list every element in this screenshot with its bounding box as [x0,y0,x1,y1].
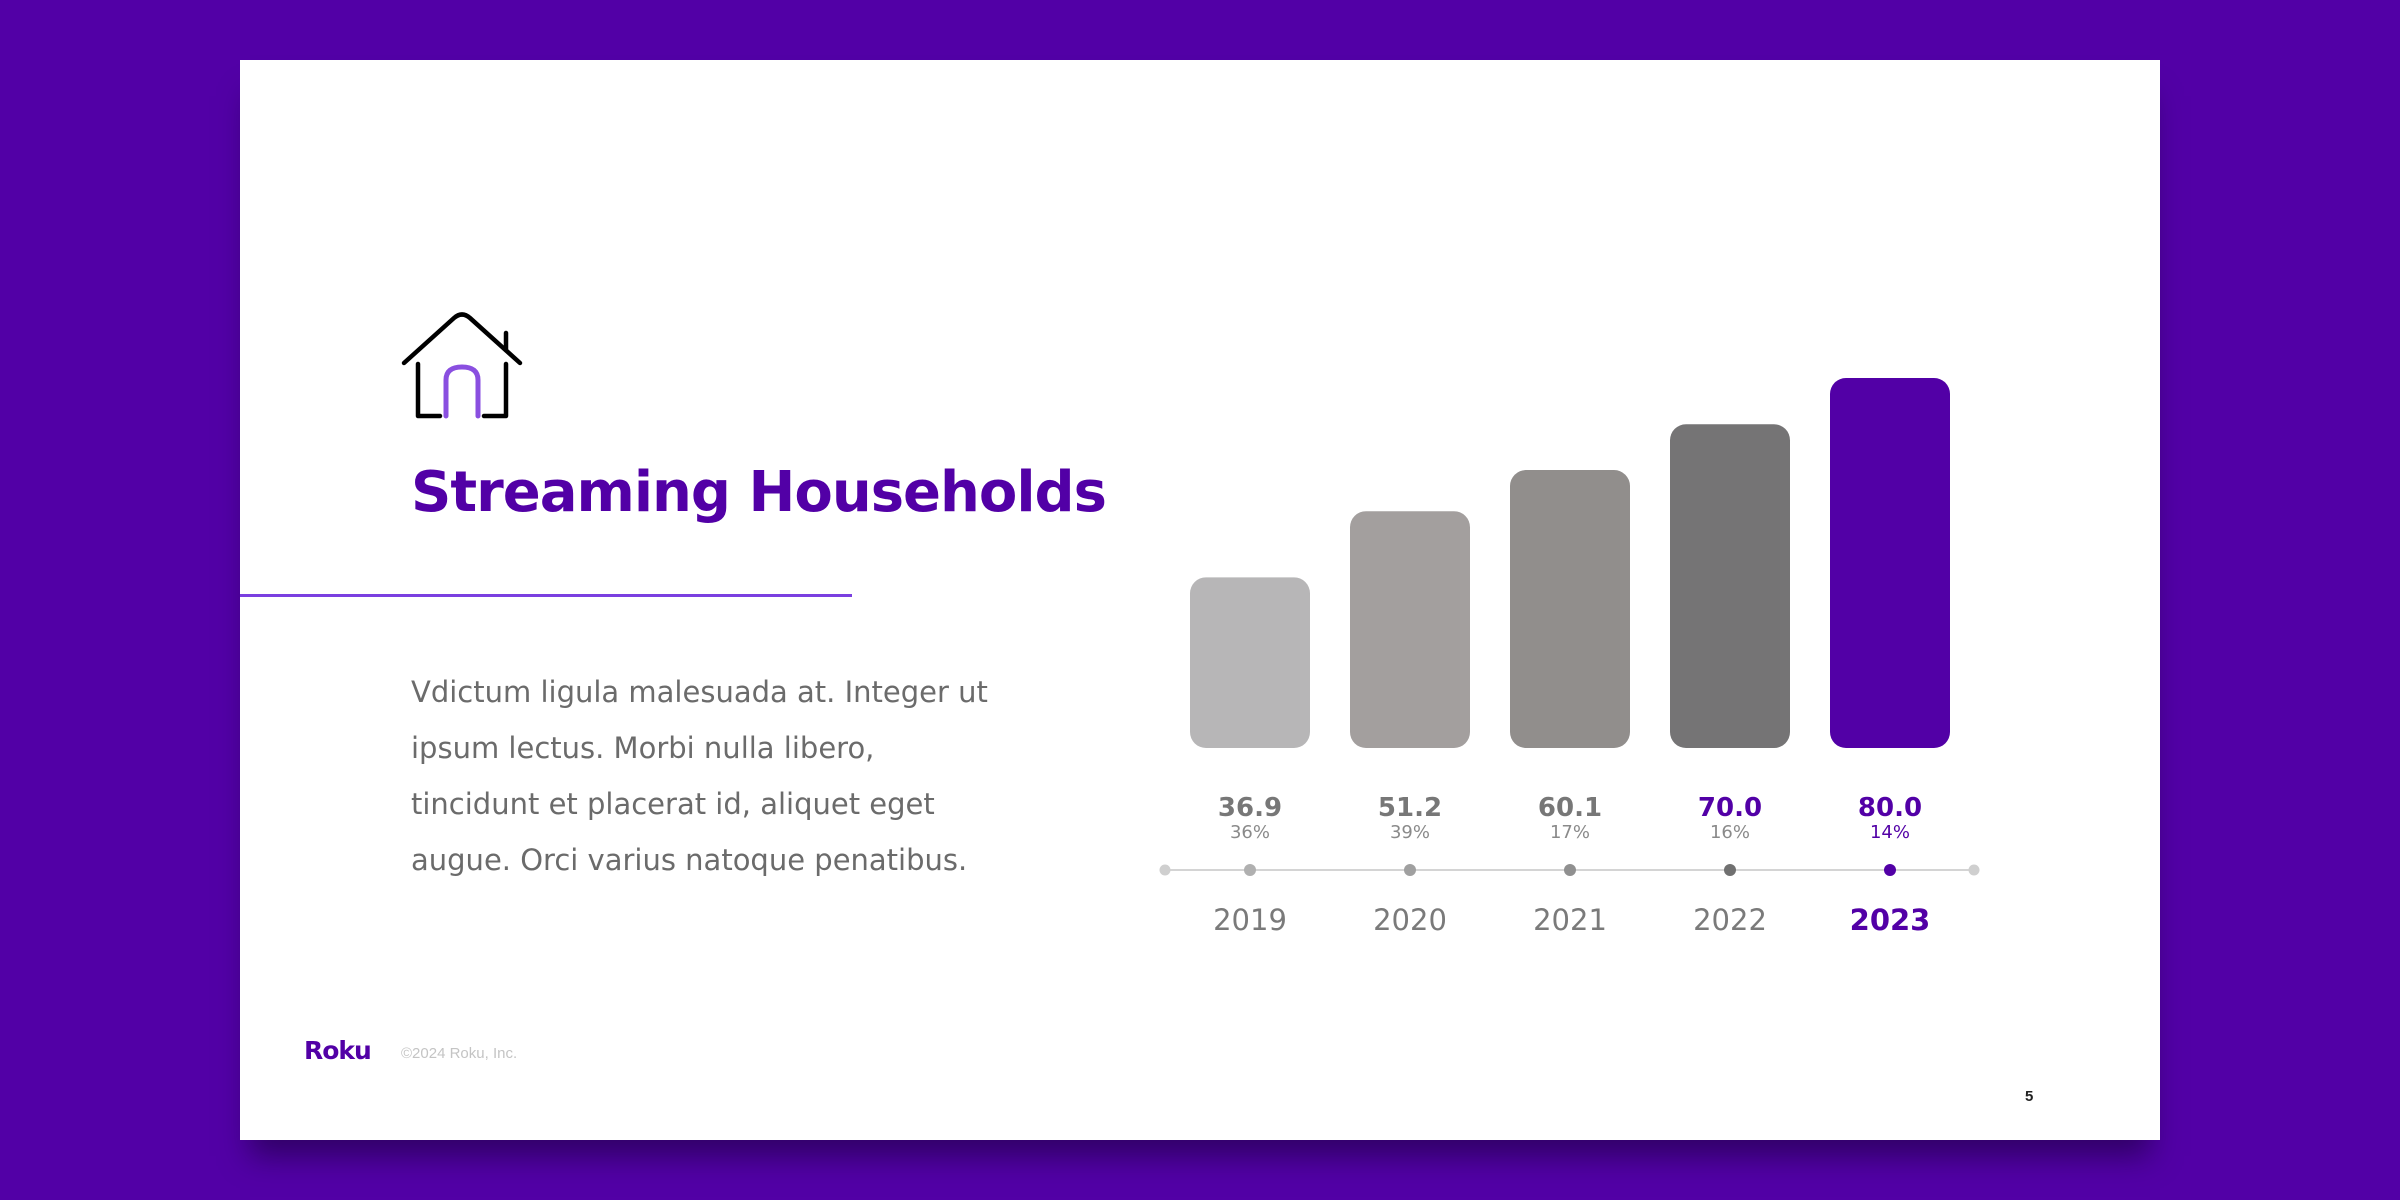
bar [1510,470,1630,748]
bar [1190,577,1310,748]
timeline-dot [1884,864,1896,876]
timeline-dot [1404,864,1416,876]
body-paragraph: Vdictum ligula malesuada at. Integer ut … [411,675,988,877]
growth-label: 17% [1550,822,1590,843]
title-divider [240,594,852,597]
timeline-dot [1564,864,1576,876]
bar-chart: 36.936% 2019 51.239% 2020 60.117% 2021 70.016%… [1159,378,1980,937]
bar [1670,424,1790,748]
bar-value-label: 36.9 [1218,793,1282,823]
bar [1350,511,1470,748]
bar-value-label: 70.0 [1698,793,1762,823]
slide-title: Streaming Households [411,460,1107,525]
bar-value-label: 60.1 [1538,793,1602,823]
house-icon [400,306,530,426]
timeline-end-dot [1159,864,1171,876]
x-tick-label: 2022 [1693,903,1767,937]
slide: Streaming Households Vdictum ligula male… [240,60,2160,1140]
roku-logo: Roku [304,1036,372,1065]
timeline-dot [1724,864,1736,876]
timeline-dot [1244,864,1256,876]
bar-value-label: 51.2 [1378,793,1442,823]
growth-label: 36% [1230,822,1270,843]
growth-label: 39% [1390,822,1430,843]
x-tick-label: 2023 [1850,903,1931,937]
timeline-end-dot [1968,864,1980,876]
page-number: 5 [2025,1088,2034,1105]
growth-label: 16% [1710,822,1750,843]
bar-value-label: 80.0 [1858,793,1922,823]
copyright-text: ©2024 Roku, Inc. [401,1045,518,1062]
x-tick-label: 2020 [1373,903,1447,937]
bar [1830,378,1950,748]
x-tick-label: 2021 [1533,903,1607,937]
x-tick-label: 2019 [1213,903,1287,937]
growth-label: 14% [1870,822,1910,843]
